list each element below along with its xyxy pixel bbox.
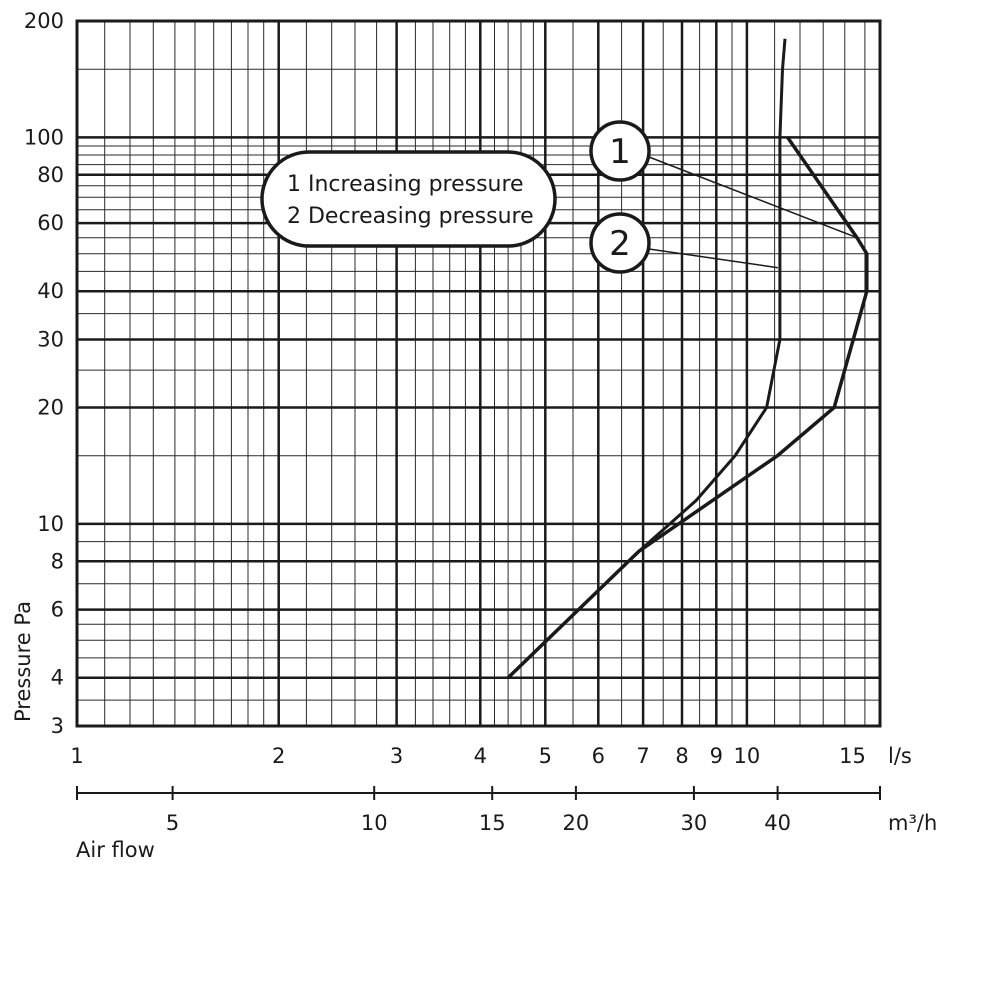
secondary-x-tick-label: 10 [361,811,388,835]
callout-label-1: 1 [609,132,631,172]
y-axis-title: Pressure Pa [11,601,35,722]
minor-grid [77,21,880,726]
y-tick-label: 100 [24,125,64,149]
secondary-x-tick-label: 20 [563,811,590,835]
series-lines [506,38,869,679]
y-tick-label: 4 [51,666,64,690]
y-tick-label: 6 [51,598,64,622]
secondary-x-axis-unit: m³/h [888,811,937,835]
major-grid [77,21,880,726]
legend-item-increasing: 1 Increasing pressure [287,172,524,197]
x-tick-label: 3 [390,744,403,768]
callout-marker-1: 1 [589,120,651,182]
increasing-pressure-curve [506,136,869,679]
plot-frame [75,19,882,728]
y-tick-label: 8 [51,549,64,573]
y-tick-label: 10 [37,512,64,536]
secondary-x-tick-label: 40 [764,811,791,835]
x-tick-label: 7 [636,744,649,768]
leader-line-1 [648,156,858,239]
legend-box [260,150,557,248]
x-tick-label: 6 [592,744,605,768]
y-tick-label: 30 [37,328,64,352]
x-tick-label: 15 [839,744,866,768]
secondary-x-axis: 5 10 15 20 30 40 [76,786,881,835]
y-tick-label: 40 [37,279,64,303]
x-axis-unit: l/s [888,744,912,768]
y-tick-label: 80 [37,163,64,187]
x-axis-title: Air flow [76,838,155,862]
callout-circle-1 [589,120,651,182]
legend-item-decreasing: 2 Decreasing pressure [287,204,534,229]
y-tick-label: 60 [37,211,64,235]
legend: 1 Increasing pressure 2 Decreasing press… [260,150,557,248]
callout-leader-lines [648,156,858,269]
x-tick-label: 1 [70,744,83,768]
leader-line-2 [648,248,779,269]
y-tick-label: 20 [37,396,64,420]
callout-label-2: 2 [609,224,631,264]
x-tick-label: 5 [539,744,552,768]
secondary-x-tick-label: 15 [479,811,506,835]
decreasing-pressure-curve [507,38,787,679]
y-axis-tick-labels: 3 4 6 8 10 20 30 40 60 80 100 200 [24,9,64,738]
x-tick-label: 10 [734,744,761,768]
x-tick-label: 8 [675,744,688,768]
callout-marker-2: 2 [589,212,651,274]
callout-circle-2 [589,212,651,274]
y-tick-label: 200 [24,9,64,33]
x-tick-label: 9 [710,744,723,768]
y-tick-label: 3 [51,714,64,738]
secondary-x-tick-label: 5 [166,811,179,835]
x-axis-tick-labels: 1 2 3 4 5 6 7 8 9 10 15 [70,744,866,768]
x-tick-label: 2 [272,744,285,768]
x-tick-label: 4 [474,744,487,768]
secondary-x-tick-label: 30 [681,811,708,835]
